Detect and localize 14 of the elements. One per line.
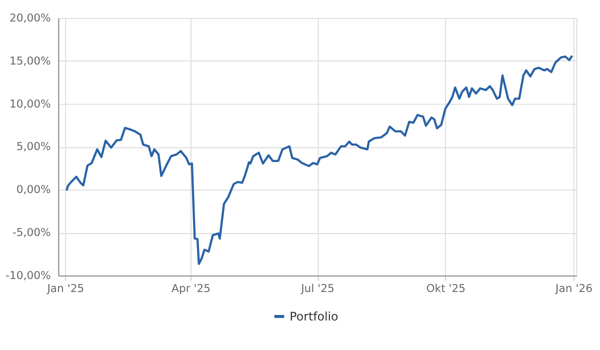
x-tick-label: Jan '26 (554, 282, 593, 295)
y-tick-label: 10,00% (9, 97, 51, 110)
y-tick-label: 0,00% (16, 183, 51, 196)
x-tick-label: Jul '25 (300, 282, 334, 295)
line-series (65, 54, 574, 266)
legend-label: Portfolio (290, 309, 338, 324)
y-tick-label: -10,00% (6, 268, 51, 282)
y-tick-label: 5,00% (16, 140, 51, 154)
y-tick-label: 15,00% (9, 54, 51, 68)
y-tick-label: 20,00% (9, 11, 51, 24)
x-tick-label: Okt '25 (426, 282, 466, 295)
y-tick-label: -5,00% (12, 226, 51, 240)
x-tick-label: Jan '25 (46, 282, 84, 295)
x-tick-label: Apr '25 (172, 282, 211, 295)
